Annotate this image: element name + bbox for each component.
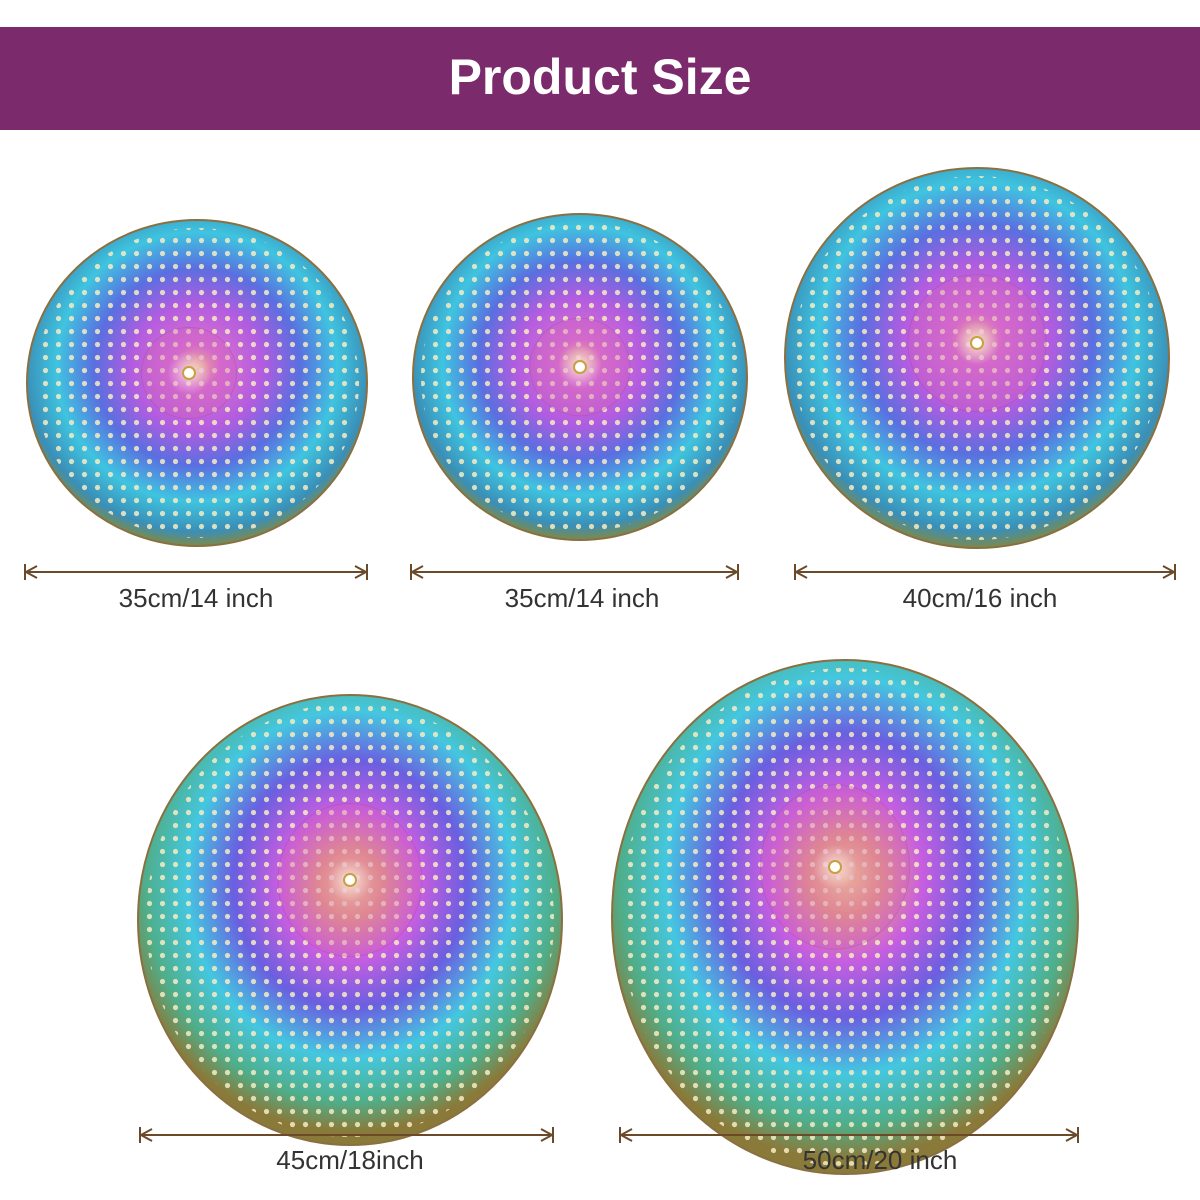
dimension-arrow	[618, 1127, 1080, 1143]
cymbal-center-hole	[970, 336, 984, 350]
cymbal	[137, 694, 563, 1146]
cymbal-center-hole	[573, 360, 587, 374]
size-label: 35cm/14 inch	[119, 583, 274, 613]
title: Product Size	[449, 49, 752, 105]
cymbal	[784, 167, 1170, 549]
cymbal-center-hole	[182, 366, 196, 380]
cymbal-center-hole	[343, 873, 357, 887]
cymbals	[26, 167, 1170, 1175]
size-annotations: 35cm/14 inch 35cm/14 inch 40cm/16 inch 4…	[23, 564, 1177, 1175]
dimension-arrow	[409, 564, 740, 580]
size-label: 35cm/14 inch	[505, 583, 660, 613]
size-label: 40cm/16 inch	[903, 583, 1058, 613]
size-label: 45cm/18inch	[276, 1145, 423, 1175]
cymbal-center-hole	[828, 860, 842, 874]
cymbal-holes	[146, 703, 554, 1137]
title-banner	[0, 27, 1200, 130]
dimension-arrow	[793, 564, 1177, 580]
cymbal	[26, 219, 368, 547]
cymbal	[611, 659, 1079, 1175]
size-label: 50cm/20 inch	[803, 1145, 958, 1175]
dimension-arrow	[138, 1127, 555, 1143]
cymbal-holes	[620, 668, 1070, 1166]
dimension-arrow	[23, 564, 369, 580]
cymbal	[412, 213, 748, 541]
